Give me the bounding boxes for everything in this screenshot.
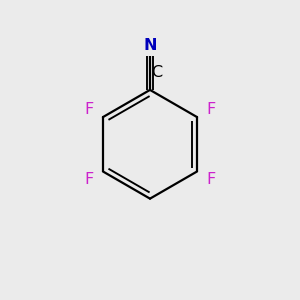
Text: C: C <box>151 64 162 80</box>
Text: F: F <box>85 172 94 187</box>
Text: F: F <box>206 172 215 187</box>
Text: F: F <box>85 102 94 117</box>
Text: F: F <box>206 102 215 117</box>
Text: N: N <box>143 38 157 53</box>
